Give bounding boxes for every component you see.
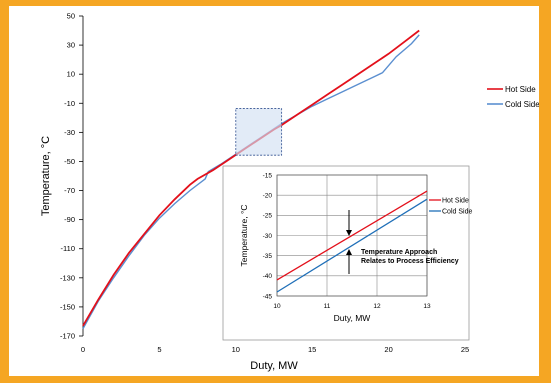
inset-y-tick-label: -35 <box>263 253 273 260</box>
inset-annotation: Temperature Approach Relates to Process E… <box>361 249 459 265</box>
inset-y-tick-label: -20 <box>263 192 273 199</box>
inset-y-tick-label: -45 <box>263 293 273 300</box>
x-axis-label: Duty, MW <box>250 360 298 372</box>
y-tick-label: -30 <box>64 128 75 137</box>
y-tick-label: 50 <box>67 12 75 21</box>
legend-label: Hot Side <box>505 85 536 94</box>
main-chart: 50 30 10 -10 -30 -50 -70 -90 -110 -130 -150 -170 0 5 1… <box>40 12 540 373</box>
inset-x-axis-label: Duty, MW <box>334 313 371 323</box>
chart-frame: 50 30 10 -10 -30 -50 -70 -90 -110 -130 -150 -170 0 5 1… <box>9 6 540 376</box>
y-tick-label: -50 <box>64 157 75 166</box>
inset-y-tick-label: -30 <box>263 233 273 240</box>
zoom-region-box <box>235 108 283 156</box>
y-tick-label: -90 <box>64 215 75 224</box>
inset-annotation-line: Relates to Process Efficiency <box>361 258 459 265</box>
inset-y-tick-label: -15 <box>263 172 273 179</box>
x-tick-label: 20 <box>384 345 392 354</box>
y-tick-label: -170 <box>60 332 75 341</box>
x-tick-label: 5 <box>157 345 161 354</box>
y-tick-label: -130 <box>60 273 75 282</box>
inset-plot-border <box>276 174 428 297</box>
inset-y-tick-label: -40 <box>263 273 273 280</box>
x-tick-label: 25 <box>461 345 469 354</box>
inset-legend-label: Cold Side <box>442 209 472 216</box>
inset-x-tick-label: 12 <box>373 303 381 310</box>
inset-y-tick-label: -25 <box>263 213 273 220</box>
y-tick-label: -110 <box>61 244 75 253</box>
y-tick-label: -70 <box>64 186 75 195</box>
x-tick-label: 10 <box>232 345 240 354</box>
inset-annotation-line: Temperature Approach <box>361 249 437 256</box>
x-tick-label: 15 <box>308 345 316 354</box>
x-tick-label: 0 <box>81 345 85 354</box>
inset-legend-label: Hot Side <box>442 198 469 205</box>
legend-label: Cold Side <box>505 100 539 109</box>
y-tick-label: -10 <box>64 99 75 108</box>
inset-series-line-cold-side <box>276 198 428 293</box>
inset-x-tick-label: 13 <box>423 303 431 310</box>
inset-x-tick-label: 11 <box>324 303 331 310</box>
inset-x-tick-label: 10 <box>273 303 281 310</box>
inset-series-line-hot-side <box>276 190 428 281</box>
y-axis-label: Temperature, °C <box>40 136 52 216</box>
inset-y-axis-label: Temperature, °C <box>239 205 249 267</box>
y-tick-label: -150 <box>60 302 75 311</box>
y-tick-label: 10 <box>67 70 75 79</box>
y-tick-label: 30 <box>67 41 75 50</box>
